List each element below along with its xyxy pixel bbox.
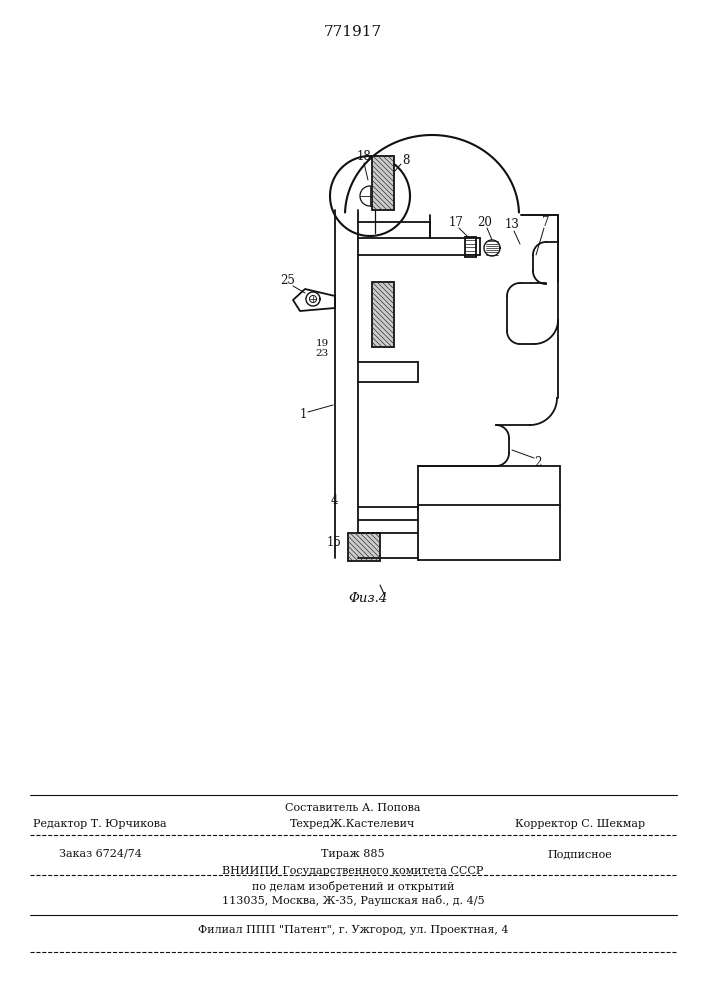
Bar — [348, 533, 380, 561]
Text: ТехредЖ.Кастелевич: ТехредЖ.Кастелевич — [291, 819, 416, 829]
Text: 771917: 771917 — [324, 25, 382, 39]
Text: 20: 20 — [477, 216, 493, 229]
Text: по делам изобретений и открытий: по делам изобретений и открытий — [252, 880, 454, 892]
Text: Составитель А. Попова: Составитель А. Попова — [285, 803, 421, 813]
Text: Подписное: Подписное — [548, 849, 612, 859]
Text: Тираж 885: Тираж 885 — [321, 849, 385, 859]
Text: ВНИИПИ Государственного комитета СССР: ВНИИПИ Государственного комитета СССР — [222, 866, 484, 876]
Text: 2: 2 — [534, 456, 542, 468]
Text: Φuз.4: Φuз.4 — [349, 591, 387, 604]
Text: Заказ 6724/74: Заказ 6724/74 — [59, 849, 141, 859]
Text: 13: 13 — [505, 219, 520, 232]
Text: 113035, Москва, Ж-35, Раушская наб., д. 4/5: 113035, Москва, Ж-35, Раушская наб., д. … — [222, 896, 484, 906]
Text: 19: 19 — [315, 340, 329, 349]
Bar — [372, 282, 394, 347]
Text: Редактор Т. Юрчикова: Редактор Т. Юрчикова — [33, 819, 167, 829]
Text: 17: 17 — [448, 216, 463, 229]
Bar — [372, 156, 394, 210]
Text: Филиал ППП "Патент", г. Ужгород, ул. Проектная, 4: Филиал ППП "Патент", г. Ужгород, ул. Про… — [198, 925, 508, 935]
Text: Корректор С. Шекмар: Корректор С. Шекмар — [515, 819, 645, 829]
Text: 18: 18 — [356, 150, 371, 163]
Text: 8: 8 — [402, 153, 409, 166]
Text: 4: 4 — [330, 493, 338, 506]
Text: 7: 7 — [542, 216, 550, 229]
Text: 1: 1 — [299, 408, 307, 422]
Text: 25: 25 — [281, 273, 296, 286]
Text: 15: 15 — [327, 536, 341, 550]
Text: 23: 23 — [315, 349, 329, 358]
